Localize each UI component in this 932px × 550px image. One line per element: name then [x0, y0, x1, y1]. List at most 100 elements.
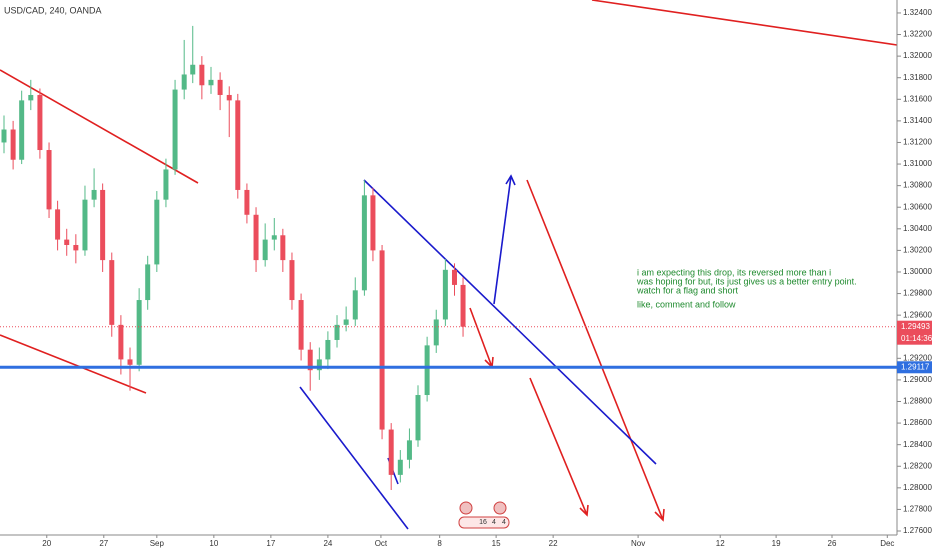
- event-icons: 16 4 4: [458, 501, 510, 529]
- x-tick-label: Dec: [880, 539, 894, 548]
- candle-body: [361, 195, 367, 291]
- candle-body: [424, 345, 430, 396]
- event-icon: [493, 501, 507, 515]
- y-tick-label: 1.28000: [903, 483, 932, 492]
- candle-body: [271, 235, 277, 240]
- candle-body: [10, 129, 16, 160]
- x-tick-label: 27: [99, 539, 108, 548]
- y-tick-label: 1.28200: [903, 461, 932, 470]
- arrow-head: [654, 508, 665, 522]
- candle-body: [298, 300, 304, 350]
- candle-body: [415, 395, 421, 441]
- y-tick-label: 1.31200: [903, 138, 932, 147]
- event-label: 16: [479, 519, 487, 526]
- candle-body: [136, 300, 142, 365]
- x-tick-label: Sep: [150, 539, 165, 548]
- x-tick-label: Oct: [375, 539, 388, 548]
- y-tick-label: 1.29800: [903, 289, 932, 298]
- y-tick-label: 1.28400: [903, 440, 932, 449]
- candle-body: [181, 74, 187, 90]
- x-tick-label: 12: [716, 539, 725, 548]
- candle-body: [190, 64, 196, 75]
- last-price-tag: [897, 320, 932, 345]
- y-tick-label: 1.29600: [903, 310, 932, 319]
- chart-title: USD/CAD, 240, OANDA: [4, 5, 102, 15]
- candle-body: [46, 150, 52, 210]
- candle-body: [217, 79, 223, 95]
- y-tick-label: 1.30000: [903, 267, 932, 276]
- candle-body: [334, 324, 340, 340]
- candle-body: [226, 94, 232, 101]
- event-label: 4: [492, 519, 496, 526]
- candle-body: [262, 239, 268, 261]
- candle-body: [55, 209, 61, 240]
- x-tick-label: 8: [437, 539, 442, 548]
- arrow: [529, 377, 588, 516]
- price-level-label: 1.29117: [901, 362, 930, 371]
- y-tick-label: 1.30400: [903, 224, 932, 233]
- candle-body: [19, 100, 25, 160]
- arrow: [493, 175, 512, 305]
- y-tick-label: 1.30800: [903, 181, 932, 190]
- candle-body: [73, 244, 79, 251]
- y-tick-label: 1.31400: [903, 116, 932, 125]
- x-tick-label: Nov: [631, 539, 645, 548]
- candle-body: [325, 339, 331, 360]
- candle-body: [145, 264, 151, 301]
- y-tick-label: 1.32200: [903, 30, 932, 39]
- trend-line: [0, 334, 147, 394]
- candle-body: [127, 359, 133, 365]
- x-tick-label: 26: [828, 539, 837, 548]
- candle-body: [307, 349, 313, 371]
- candle-body: [64, 239, 70, 245]
- y-tick-label: 1.31800: [903, 73, 932, 82]
- candle-body: [154, 199, 160, 265]
- y-tick-label: 1.28800: [903, 397, 932, 406]
- y-tick-label: 1.27600: [903, 526, 932, 535]
- y-tick-label: 1.28600: [903, 418, 932, 427]
- y-tick-label: 1.29000: [903, 375, 932, 384]
- arrow-head: [505, 174, 516, 186]
- candle-body: [244, 189, 250, 215]
- x-tick-label: 15: [492, 539, 501, 548]
- y-tick-label: 1.31000: [903, 159, 932, 168]
- candle-body: [208, 79, 214, 86]
- candle-body: [37, 94, 43, 151]
- candle-body: [460, 284, 466, 327]
- event-strip: [458, 516, 510, 529]
- candle-body: [343, 319, 349, 325]
- candle-body: [370, 195, 376, 251]
- candle-body: [199, 64, 205, 86]
- last-price-label: 1.29493: [901, 322, 930, 331]
- y-tick-label: 1.30600: [903, 202, 932, 211]
- candle-body: [379, 250, 385, 430]
- candle-body: [451, 269, 457, 285]
- event-icon: [459, 501, 473, 515]
- annotation: was hoping for but, its just gives us a …: [636, 276, 857, 286]
- candle-body: [316, 359, 322, 371]
- candle-body: [289, 260, 295, 301]
- arrow-head: [579, 504, 589, 517]
- candle-body: [1, 129, 7, 143]
- candle-body: [433, 319, 439, 346]
- candle-body: [91, 189, 97, 200]
- arrow: [526, 179, 664, 521]
- candle-body: [280, 235, 286, 261]
- candle-body: [235, 100, 241, 190]
- countdown-label: 01:14:36: [901, 334, 932, 343]
- x-tick-label: 10: [209, 539, 218, 548]
- candle-body: [406, 440, 412, 460]
- candle-body: [253, 214, 259, 261]
- annotation: watch for a flag and short: [636, 285, 739, 295]
- x-tick-label: 22: [549, 539, 558, 548]
- annotation: i am expecting this drop, its reversed m…: [637, 267, 831, 277]
- y-tick-label: 1.29200: [903, 353, 932, 362]
- y-tick-label: 1.32400: [903, 8, 932, 17]
- candle-body: [352, 290, 358, 320]
- event-label: 4: [502, 519, 506, 526]
- y-tick-label: 1.31600: [903, 94, 932, 103]
- drawings: [0, 0, 898, 530]
- candle-body: [388, 429, 394, 475]
